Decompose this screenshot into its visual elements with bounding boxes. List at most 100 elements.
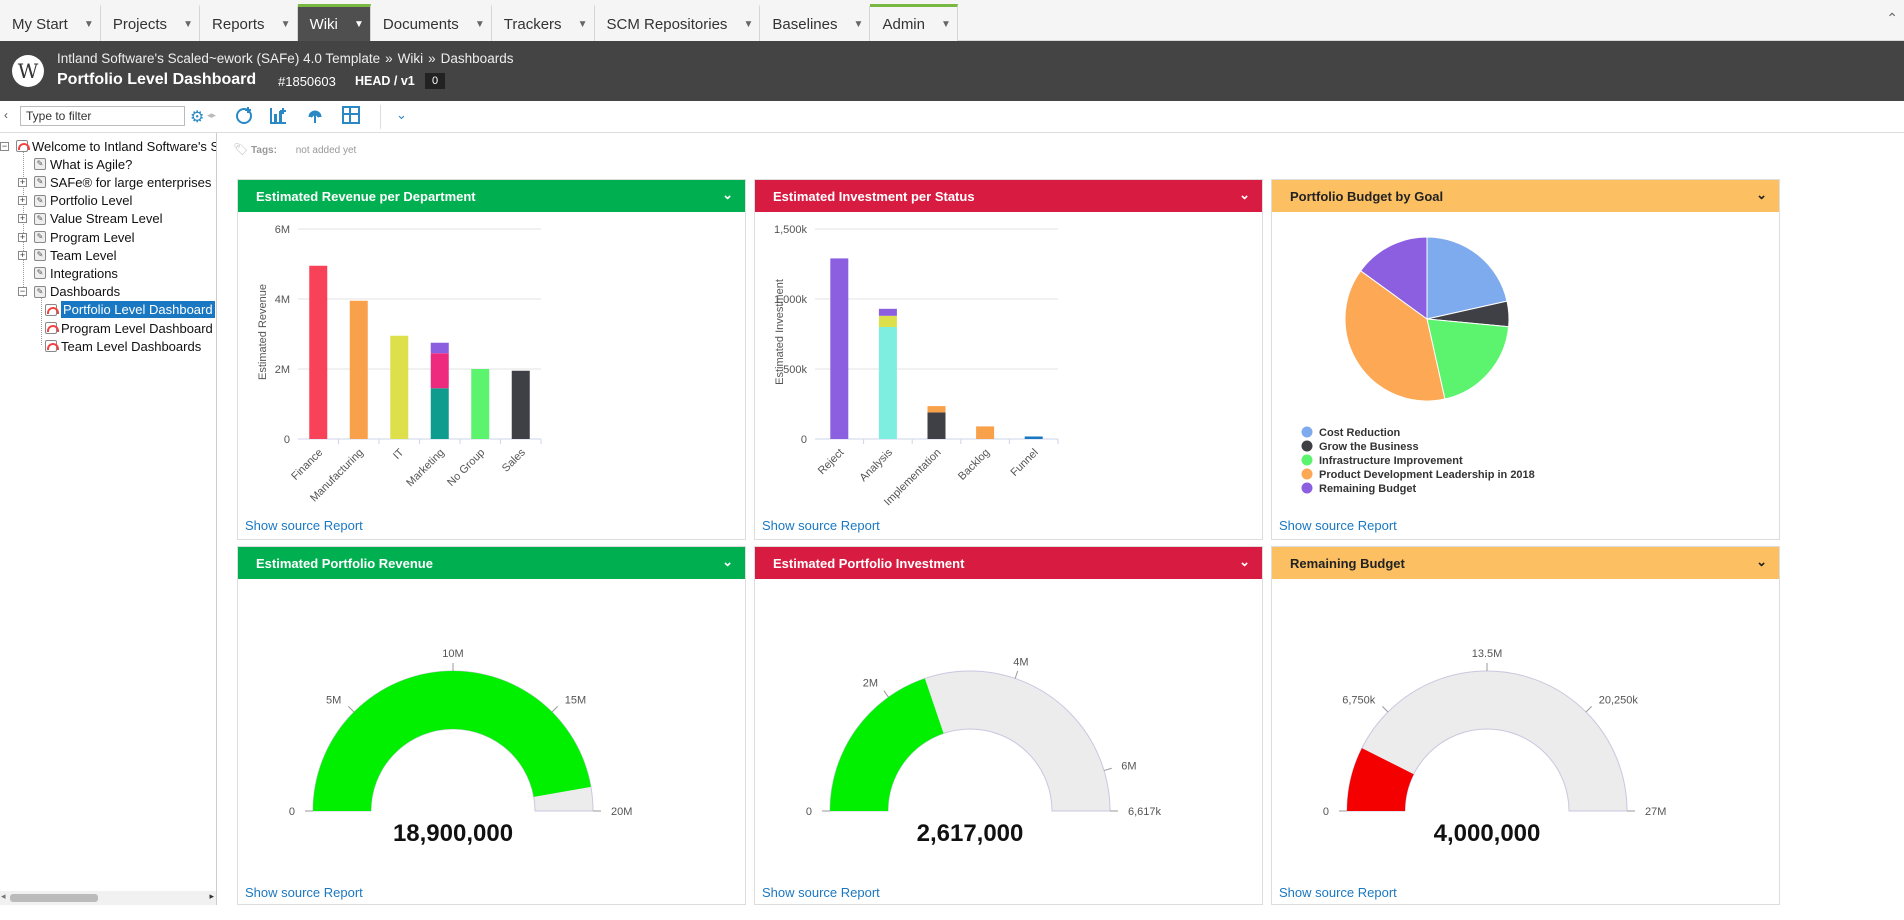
expand-icon[interactable]: + <box>18 176 27 187</box>
chevron-down-icon[interactable]: ⌄ <box>1756 187 1767 202</box>
bar-implementation[interactable] <box>927 412 946 439</box>
gear-icon[interactable]: ⚙ <box>190 109 205 126</box>
nav-tab-reports[interactable]: Reports ▼ <box>200 4 298 41</box>
chevron-down-icon[interactable]: ⌄ <box>1756 554 1767 569</box>
tree-item-dashboards[interactable]: − ✎ Dashboards <box>18 283 120 301</box>
legend-item-grow-the-business[interactable]: Grow the Business <box>1319 441 1419 453</box>
panel-revenue-per-department: Estimated Revenue per Department ⌄ Estim… <box>237 179 746 540</box>
page-version[interactable]: HEAD / v1 <box>355 74 415 88</box>
chevron-down-icon[interactable]: ⌄ <box>1239 554 1250 569</box>
bar-sales[interactable] <box>511 370 530 439</box>
legend-item-cost-reduction[interactable]: Cost Reduction <box>1319 427 1401 439</box>
bar-backlog[interactable] <box>976 426 995 439</box>
breadcrumb-project[interactable]: Intland Software's Scaled~ework (SAFe) 4… <box>57 51 381 66</box>
tree-item-value-stream-level[interactable]: + ✎ Value Stream Level <box>18 210 163 228</box>
tree-item-label: Value Stream Level <box>50 211 163 227</box>
tree-item-what-is-agile[interactable]: ✎ What is Agile? <box>18 155 132 173</box>
show-source-report-link[interactable]: Show source Report <box>1279 885 1397 900</box>
breadcrumb-dashboards[interactable]: Dashboards <box>440 51 514 66</box>
tree-item-portfolio-level-dashboard[interactable]: Portfolio Level Dashboard <box>45 301 215 319</box>
expand-icon[interactable]: + <box>18 213 27 224</box>
show-source-report-link[interactable]: Show source Report <box>762 885 880 900</box>
legend-item-remaining-budget[interactable]: Remaining Budget <box>1319 483 1417 495</box>
tree-horizontal-scrollbar[interactable]: ◂ ▸ <box>0 891 216 905</box>
bar-funnel[interactable] <box>1024 436 1043 439</box>
wiki-page-icon: ✎ <box>34 158 46 171</box>
scroll-left-icon[interactable]: ◂ <box>1 891 6 901</box>
bar-reject[interactable] <box>830 258 849 439</box>
collapse-header-icon[interactable]: ⌃ <box>1886 10 1898 26</box>
dropdown-arrow-icon[interactable]: ▼ <box>577 18 588 30</box>
tree-filter-input[interactable] <box>20 106 185 126</box>
nav-tab-documents[interactable]: Documents ▼ <box>370 4 492 41</box>
bar-analysis[interactable] <box>878 327 897 439</box>
tree-item-team-level-dashboards[interactable]: Team Level Dashboards <box>45 337 201 355</box>
expand-icon[interactable]: + <box>18 249 27 260</box>
nav-tab-projects[interactable]: Projects ▼ <box>100 4 201 41</box>
collapse-icon[interactable]: − <box>0 140 9 151</box>
nav-tab-scm-repositories[interactable]: SCM Repositories ▼ <box>594 4 761 41</box>
breadcrumb-wiki[interactable]: Wiki <box>397 51 424 66</box>
tree-item-welcome-to-intland-software-s-s[interactable]: − Welcome to Intland Software's S <box>0 137 216 155</box>
bar-analysis[interactable] <box>878 308 897 316</box>
tree-item-program-level-dashboard[interactable]: Program Level Dashboard <box>45 319 213 337</box>
dropdown-arrow-icon[interactable]: ▼ <box>353 18 364 30</box>
tree-item-program-level[interactable]: + ✎ Program Level <box>18 228 135 246</box>
dropdown-arrow-icon[interactable]: ▼ <box>280 18 291 30</box>
collapse-tree-icon[interactable]: ‹ <box>4 108 8 122</box>
show-source-report-link[interactable]: Show source Report <box>762 518 880 533</box>
bar-marketing[interactable] <box>430 353 449 389</box>
nav-tab-my-start[interactable]: My Start ▼ <box>0 4 101 41</box>
nav-tab-admin[interactable]: Admin ▼ <box>870 4 958 41</box>
pie-slice-remaining-budget[interactable] <box>1359 236 1428 320</box>
add-widget-icon[interactable] <box>266 105 290 129</box>
tree-item-safe-for-large-enterprises[interactable]: + ✎ SAFe® for large enterprises <box>18 173 211 191</box>
tree-item-team-level[interactable]: + ✎ Team Level <box>18 246 116 264</box>
dropdown-arrow-icon[interactable]: ▼ <box>83 18 94 30</box>
panel-title: Remaining Budget <box>1290 555 1405 571</box>
dropdown-arrow-icon[interactable]: ▼ <box>941 18 951 30</box>
pie-slice-cost-reduction[interactable] <box>1426 236 1508 320</box>
pie-slice-product-development-leadership-in-2018[interactable] <box>1344 270 1446 402</box>
show-source-report-link[interactable]: Show source Report <box>245 518 363 533</box>
show-source-report-link[interactable]: Show source Report <box>245 885 363 900</box>
nav-tab-trackers[interactable]: Trackers ▼ <box>491 4 595 41</box>
new-page-icon[interactable] <box>233 105 257 129</box>
bar-implementation[interactable] <box>927 406 946 413</box>
bar-manufacturing[interactable] <box>349 300 368 439</box>
collapse-icon[interactable]: − <box>18 286 27 297</box>
dropdown-arrow-icon[interactable]: ▼ <box>474 18 485 30</box>
bar-it[interactable] <box>390 335 409 439</box>
chevron-down-icon[interactable]: ⌄ <box>1239 187 1250 202</box>
scroll-right-icon[interactable]: ▸ <box>209 891 214 901</box>
upload-icon[interactable] <box>303 105 327 129</box>
bar-marketing[interactable] <box>430 342 449 354</box>
chevron-down-icon[interactable]: ⌄ <box>722 187 733 202</box>
legend-item-product-development-leadership-in-2018[interactable]: Product Development Leadership in 2018 <box>1319 469 1535 481</box>
bar-analysis[interactable] <box>878 315 897 327</box>
tree-item-portfolio-level[interactable]: + ✎ Portfolio Level <box>18 192 132 210</box>
tree-item-integrations[interactable]: ✎ Integrations <box>18 264 118 282</box>
layout-icon[interactable] <box>339 105 363 129</box>
page-header: W Intland Software's Scaled~ework (SAFe)… <box>0 41 1904 101</box>
bar-marketing[interactable] <box>430 388 449 439</box>
legend-item-infrastructure-improvement[interactable]: Infrastructure Improvement <box>1319 455 1463 467</box>
comment-count-badge[interactable]: 0 <box>425 73 446 89</box>
nav-tab-wiki[interactable]: Wiki ▼ <box>297 4 371 41</box>
bar-finance[interactable] <box>309 265 328 439</box>
chevron-down-icon[interactable]: ⌄ <box>722 554 733 569</box>
bar-no-group[interactable] <box>471 369 490 439</box>
scrollbar-thumb[interactable] <box>10 894 98 902</box>
expand-icon[interactable]: + <box>18 195 27 206</box>
nav-tab-label: SCM Repositories <box>606 15 728 33</box>
expand-icon[interactable]: + <box>18 231 27 242</box>
dropdown-arrow-icon[interactable]: ▼ <box>183 18 193 30</box>
tree-arrows-icon[interactable]: ◂▸ <box>207 110 217 120</box>
pie-slice-infrastructure-improvement[interactable] <box>1426 318 1510 400</box>
x-tick-label: Sales <box>500 446 528 474</box>
show-source-report-link[interactable]: Show source Report <box>1279 518 1397 533</box>
more-actions-chevron-icon[interactable]: ⌄ <box>396 107 407 122</box>
nav-tab-baselines[interactable]: Baselines ▼ <box>760 4 871 41</box>
dropdown-arrow-icon[interactable]: ▼ <box>743 18 754 30</box>
dropdown-arrow-icon[interactable]: ▼ <box>853 18 864 30</box>
